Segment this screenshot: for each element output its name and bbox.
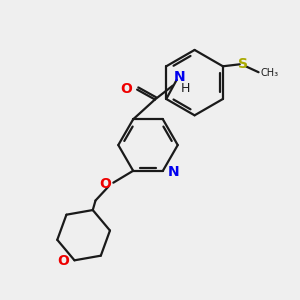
Text: O: O bbox=[120, 82, 132, 96]
Text: CH₃: CH₃ bbox=[260, 68, 279, 78]
Text: N: N bbox=[168, 165, 179, 179]
Text: N: N bbox=[174, 70, 185, 84]
Text: O: O bbox=[58, 254, 70, 268]
Text: H: H bbox=[181, 82, 190, 95]
Text: O: O bbox=[100, 177, 111, 191]
Text: S: S bbox=[238, 57, 248, 71]
